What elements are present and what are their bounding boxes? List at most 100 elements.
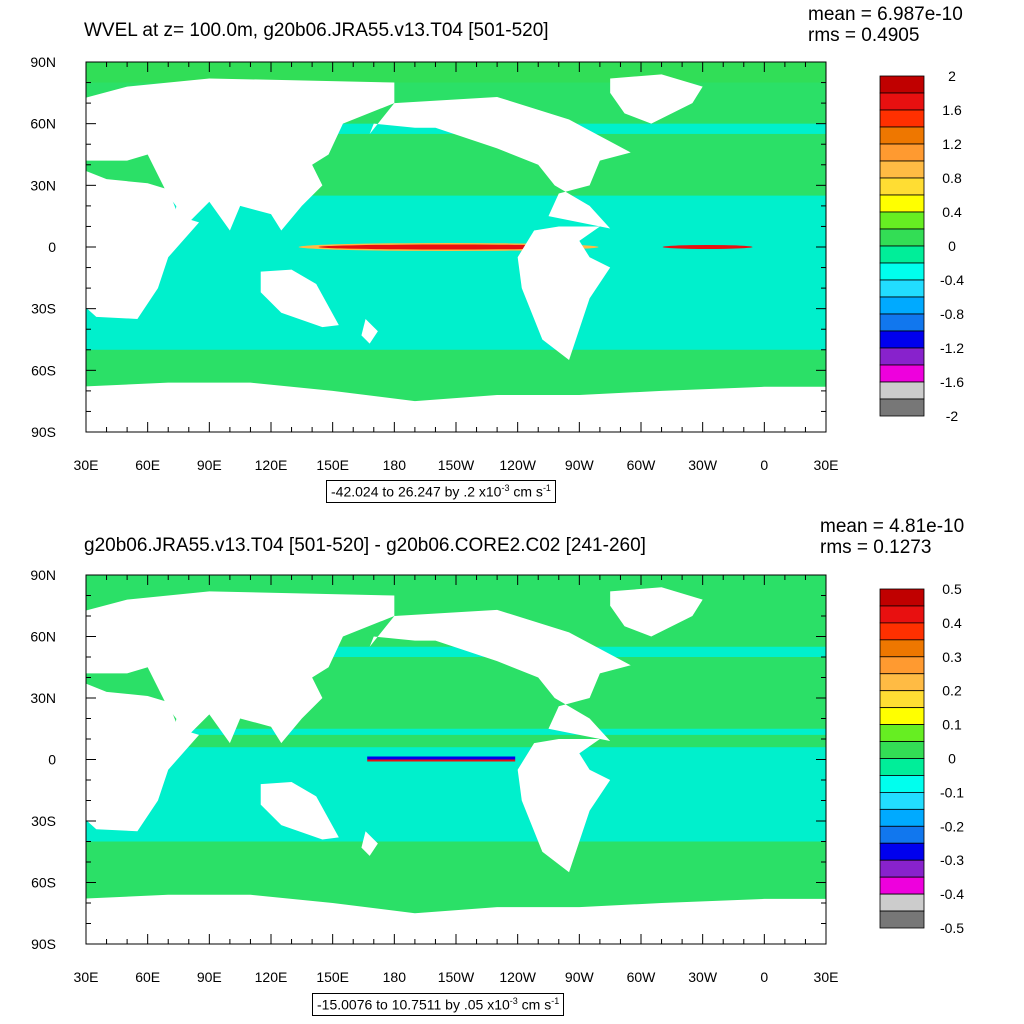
panel1-caption: -42.024 to 26.247 by .2 x10-3 cm s-1 <box>326 480 556 503</box>
colorbar-swatch <box>879 228 925 247</box>
colorbar-swatch <box>879 876 925 895</box>
colorbar-label: -2 <box>946 408 959 424</box>
green-band <box>86 734 826 748</box>
colorbar-swatch <box>879 194 925 213</box>
colorbar-label: 0.4 <box>942 615 962 631</box>
land-mass <box>86 382 826 432</box>
colorbar-label: -0.4 <box>940 886 964 902</box>
colorbar-label: -0.3 <box>940 852 964 868</box>
colorbar-swatch <box>879 160 925 179</box>
colorbar-label: -1.2 <box>940 340 964 356</box>
lon-label: 30W <box>688 969 718 985</box>
lat-label: 60S <box>31 875 56 891</box>
colorbar-swatch <box>879 75 925 94</box>
equatorial-upwelling-atlantic <box>662 245 753 249</box>
lat-label: 30S <box>31 813 56 829</box>
lat-label: 90S <box>31 424 56 440</box>
lat-label: 90N <box>30 54 56 70</box>
panel1-caption-units: cm s <box>509 483 543 500</box>
land-mass <box>361 831 378 856</box>
panel1-colorbar: 2 1.6 1.2 0.8 0.4 0 -0.4 -0.8 -1.2 -1.6 -2 <box>879 68 964 424</box>
colorbar-swatch <box>879 724 925 742</box>
colorbar-swatch <box>879 177 925 196</box>
land-mass <box>361 318 378 344</box>
panel2-caption-uexp: -1 <box>551 996 560 1006</box>
lat-label: 60N <box>30 629 56 645</box>
lon-label: 60W <box>627 457 657 473</box>
colorbar-swatch <box>879 245 925 264</box>
lat-label: 90S <box>31 936 56 952</box>
panel1-stats: mean = 6.987e-10 rms = 0.4905 <box>808 4 963 46</box>
colorbar-swatch <box>879 792 925 810</box>
colorbar-label: 1.6 <box>942 102 962 118</box>
colorbar-swatch <box>879 262 925 281</box>
lon-label: 150E <box>316 457 349 473</box>
lon-label: 180 <box>383 969 407 985</box>
colorbar-swatch <box>879 605 925 624</box>
panel1-caption-uexp: -1 <box>542 483 551 493</box>
panel1-map: 90N 60N 30N 0 30S 60S 90S 30E 60E 90E 120E 150E 180 1… <box>30 54 838 473</box>
lat-label: 0 <box>48 239 56 255</box>
colorbar-label: 1.2 <box>942 136 962 152</box>
lon-label: 90E <box>197 969 222 985</box>
lon-label: 90E <box>197 457 222 473</box>
equatorial-difference <box>367 756 516 760</box>
lon-label: 90W <box>565 457 595 473</box>
lon-label: 180 <box>383 457 407 473</box>
panel2-caption-units: cm s <box>517 996 552 1013</box>
land-mass <box>517 226 611 361</box>
lon-label: 0 <box>760 457 768 473</box>
colorbar-label: 0.4 <box>942 204 962 220</box>
colorbar-swatch <box>879 126 925 145</box>
panel2-stats: mean = 4.81e-10 rms = 0.1273 <box>820 516 964 558</box>
land-mass <box>174 708 200 744</box>
lon-label: 60W <box>627 969 657 985</box>
lon-label: 150E <box>316 969 349 985</box>
lon-label: 60E <box>135 457 160 473</box>
land-mass <box>610 587 703 637</box>
colorbar-swatch <box>879 741 925 759</box>
colorbar-label: 0 <box>948 238 956 254</box>
colorbar-swatch <box>879 330 925 349</box>
land-mass <box>517 739 611 873</box>
lon-label: 60E <box>135 969 160 985</box>
colorbar-swatch <box>879 910 925 929</box>
panel1-caption-range: -42.024 to 26.247 by .2 x10 <box>331 483 502 500</box>
colorbar-label: -0.1 <box>940 784 964 800</box>
colorbar-swatch <box>879 381 925 400</box>
colorbar-swatch <box>879 398 925 417</box>
colorbar-swatch <box>879 690 925 709</box>
lat-label: 60S <box>31 362 56 378</box>
panel1-title: WVEL at z= 100.0m, g20b06.JRA55.v13.T04 … <box>84 20 549 41</box>
land-mass <box>610 74 703 124</box>
colorbar-label: 0.3 <box>942 649 962 665</box>
lon-label: 120E <box>255 457 288 473</box>
colorbar-swatch <box>879 347 925 366</box>
lon-label: 150W <box>438 969 475 985</box>
colorbar-swatch <box>879 211 925 230</box>
colorbar-swatch <box>879 808 925 827</box>
colorbar-swatch <box>879 775 925 793</box>
panel2-mean: mean = 4.81e-10 <box>820 516 965 537</box>
colorbar-swatch <box>879 707 925 726</box>
colorbar-label: 0.5 <box>942 581 962 597</box>
panel2-rms: rms = 0.1273 <box>820 537 932 558</box>
colorbar-swatch <box>879 842 925 861</box>
lat-label: 30N <box>30 690 56 706</box>
land-mass <box>174 195 200 231</box>
colorbar-swatch <box>879 279 925 298</box>
panel2-title: g20b06.JRA55.v13.T04 [501-520] - g20b06.… <box>84 535 646 556</box>
land-mass <box>86 894 826 944</box>
lon-label: 120W <box>499 969 536 985</box>
land-mass <box>369 609 631 742</box>
lon-label: 0 <box>760 969 768 985</box>
colorbar-swatch <box>879 622 925 641</box>
land-mass <box>86 683 200 832</box>
colorbar-label: -0.4 <box>940 272 964 288</box>
land-mass <box>86 170 200 319</box>
colorbar-swatch <box>879 143 925 162</box>
colorbar-label: -0.8 <box>940 306 964 322</box>
lat-label: 0 <box>48 752 56 768</box>
lon-label: 30E <box>74 457 99 473</box>
